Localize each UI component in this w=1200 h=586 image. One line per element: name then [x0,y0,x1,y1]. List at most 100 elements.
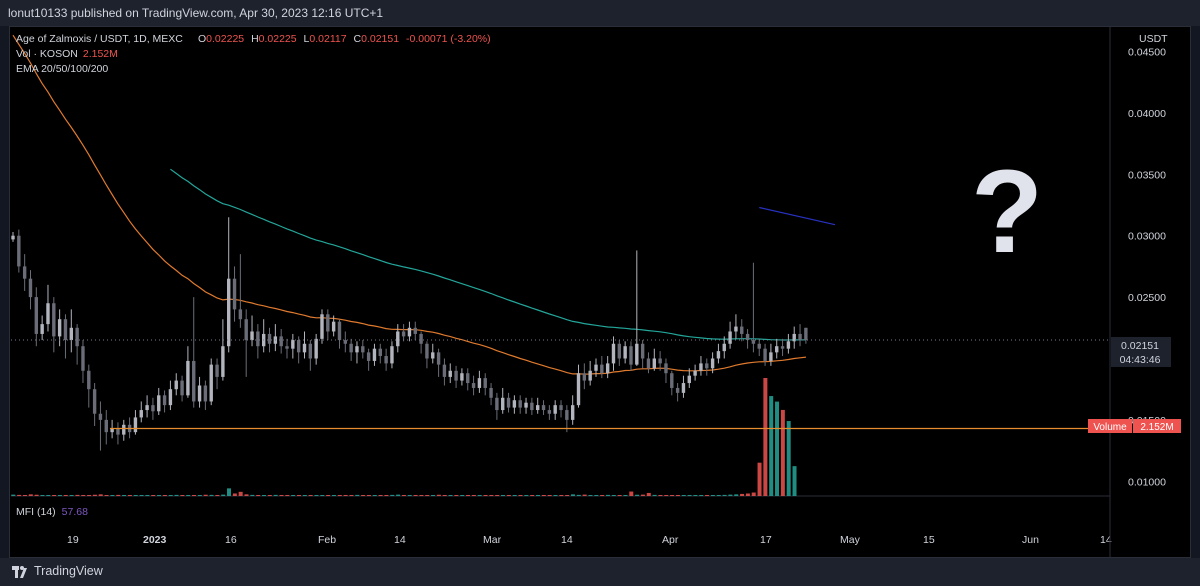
volume-bar [57,495,62,496]
volume-bar [547,495,552,496]
volume-bar [372,495,377,496]
volume-bar [623,495,628,496]
volume-bar [46,495,51,496]
volume-bar [326,495,331,496]
time-tick-label: 17 [760,534,772,546]
candle-body [605,363,610,374]
candle-body [652,358,656,369]
volume-bar [157,495,162,496]
legend-c-label: C [354,33,362,45]
candle-body [460,373,464,381]
volume-bar [273,494,278,496]
price-badge-countdown: 04:43:46 [1120,354,1161,366]
candle-body [11,235,15,240]
volume-bar [594,495,599,496]
candle-body [28,278,33,298]
candle-body [670,373,674,388]
candle-body [320,314,324,339]
candle-body [267,333,272,344]
volume-bar [425,495,430,496]
question-mark-annotation[interactable]: ? [971,146,1043,278]
candle-body [675,387,680,393]
candle-body [104,419,108,433]
candle-body [227,278,231,347]
candle-body [501,397,505,411]
volume-bar [34,494,39,496]
volume-bar [250,494,255,496]
price-tick-label: 0.01000 [1128,476,1166,488]
volume-bar [302,495,307,496]
volume-bar [460,495,465,496]
legend-volume: Vol · KOSON 2.152M [16,48,118,60]
candle-body [588,370,592,381]
candle-body [524,402,528,408]
publisher-text: lonut10133 published on TradingView.com,… [8,6,384,20]
candle-body [699,363,703,371]
legend-ohlc: O0.02225 H0.02225 L0.02117 C0.02151 -0.0… [198,33,491,45]
candle-body [658,358,662,364]
volume-bar [63,495,68,496]
price-badge-price: 0.02151 [1121,340,1159,352]
chart-frame[interactable]: 0.045000.040000.035000.030000.025000.015… [9,26,1191,558]
candle-body [192,360,196,402]
candle-body [238,309,243,320]
volume-bar [267,495,272,496]
volume-bar [664,495,669,496]
volume-bar [291,495,296,496]
volume-bar [11,494,16,496]
volume-bar [442,495,447,496]
time-tick-label: 14 [561,534,573,546]
volume-bar [110,495,115,496]
candle-body [75,327,79,347]
legend-change: -0.00071 (-3.20%) [406,33,491,45]
candle-body [483,378,487,388]
candle-body [326,314,330,332]
candle-body [570,405,575,420]
volume-bar [17,494,22,496]
volume-bar [635,494,640,496]
candle-body [454,370,458,381]
time-tick-label: 2023 [143,534,167,546]
candle-body [157,395,161,412]
volume-bar [675,495,680,496]
candle-body [477,378,482,388]
volume-bar [355,494,360,496]
volume-bar [524,495,529,496]
chart-canvas[interactable]: 0.045000.040000.035000.030000.025000.015… [10,27,1190,557]
candle-body [349,343,353,353]
time-tick-label: 19 [67,534,79,546]
volume-bar [40,495,45,496]
volume-bar [174,494,179,496]
candle-body [372,348,377,361]
volume-bar [151,495,156,496]
volume-bar [658,495,663,496]
volume-bar [203,494,208,496]
volume-bar [22,495,27,496]
candle-body [378,348,382,357]
volume-bar [775,401,780,496]
volume-bar [722,494,727,496]
volume-bar [436,494,441,496]
volume-bar [757,462,762,496]
candle-body [705,363,709,369]
volume-bar [396,494,401,496]
candle-body [279,336,283,347]
volume-bar [331,495,336,496]
volume-bar [81,495,86,496]
candle-body [419,333,423,344]
candle-body [635,343,639,365]
volume-bar [716,495,721,496]
candle-body [52,303,56,337]
candle-body [471,383,476,388]
candle-body [436,352,441,365]
candle-body [506,397,511,408]
volume-bar [92,494,97,496]
volume-bar [431,495,436,496]
volume-bar [384,495,389,496]
volume-bar [640,494,645,496]
volume-bar [227,488,232,496]
candle-body [722,343,726,352]
candle-body [775,346,779,353]
candle-body [331,321,336,332]
candle-body [337,321,342,341]
